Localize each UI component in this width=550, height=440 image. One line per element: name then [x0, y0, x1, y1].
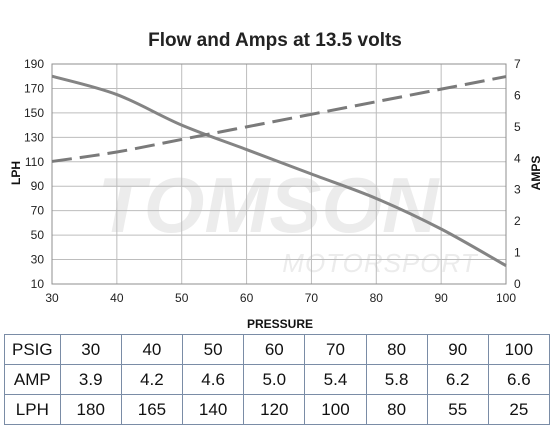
series-layer — [51, 74, 507, 267]
y-left-tick-label: 170 — [24, 81, 44, 95]
table-cell: 6.2 — [426, 364, 489, 395]
y-right-tick-label: 6 — [514, 88, 521, 102]
y-right-tick-label: 2 — [514, 214, 521, 228]
table-cell: 5.0 — [243, 364, 306, 395]
table-cell: 140 — [182, 394, 245, 425]
data-table: PSIG 30 40 50 60 70 80 90 100 AMP 3.9 4.2 4.6 5.0 5.4 5… — [4, 334, 550, 425]
table-cell: 6.6 — [487, 364, 550, 395]
table-cell: 4.2 — [120, 364, 184, 395]
table-cell: 180 — [59, 394, 122, 425]
y-right-tick-label: 7 — [514, 57, 521, 71]
series-line-amp — [51, 75, 507, 163]
table-cell: 100 — [487, 334, 550, 365]
series-line-lph — [51, 74, 507, 267]
y-left-tick-label: 150 — [24, 106, 44, 120]
y-left-tick-label: 50 — [31, 228, 45, 242]
table-cell: 40 — [120, 334, 184, 365]
x-tick-label: 30 — [45, 291, 59, 305]
row-header: AMP — [4, 364, 61, 395]
y-left-tick-label: 90 — [31, 179, 45, 193]
table-row: AMP 3.9 4.2 4.6 5.0 5.4 5.8 6.2 6.6 — [4, 364, 550, 395]
y-right-tick-label: 4 — [514, 151, 521, 165]
table-cell: 120 — [243, 394, 306, 425]
table-cell: 70 — [304, 334, 367, 365]
x-tick-label: 50 — [175, 291, 189, 305]
x-tick-label: 100 — [496, 291, 516, 305]
table-cell: 60 — [243, 334, 306, 365]
table-cell: 5.4 — [304, 364, 367, 395]
y-right-tick-label: 1 — [514, 246, 521, 260]
grid — [51, 63, 507, 285]
y-right-axis-title: AMPS — [529, 156, 543, 191]
table-cell: 5.8 — [365, 364, 428, 395]
x-tick-label: 40 — [110, 291, 124, 305]
table-cell: 4.6 — [182, 364, 245, 395]
watermark-sub: MOTORSPORT — [282, 248, 479, 278]
table-cell: 80 — [365, 394, 428, 425]
table-body: PSIG 30 40 50 60 70 80 90 100 AMP 3.9 4.2 4.6 5.0 5.4 5… — [4, 334, 550, 425]
table-cell: 30 — [59, 334, 122, 365]
y-left-axis-title: LPH — [9, 161, 23, 185]
table-cell: 25 — [487, 394, 550, 425]
watermark-main: TOMSON — [98, 161, 441, 249]
table-cell: 90 — [426, 334, 489, 365]
table-cell: 55 — [426, 394, 489, 425]
table-cell: 50 — [182, 334, 245, 365]
x-tick-label: 90 — [434, 291, 448, 305]
row-header: LPH — [4, 394, 61, 425]
x-axis-title: PRESSURE — [247, 317, 313, 330]
table-cell: 165 — [120, 394, 184, 425]
y-left-tick-label: 130 — [24, 130, 44, 144]
y-left-tick-label: 30 — [31, 253, 45, 267]
x-tick-label: 80 — [370, 291, 384, 305]
x-tick-label: 70 — [305, 291, 319, 305]
table-row: LPH 180 165 140 120 100 80 55 25 — [4, 394, 550, 425]
y-left-tick-label: 110 — [25, 155, 44, 169]
flow-amps-chart: TOMSON MOTORSPORT 1030507090110130150170… — [9, 57, 543, 330]
table-cell: 100 — [304, 394, 367, 425]
y-right-tick-label: 5 — [514, 120, 521, 134]
y-right-tick-label: 0 — [514, 277, 521, 291]
table-cell: 80 — [365, 334, 428, 365]
y-right-tick-label: 3 — [514, 183, 521, 197]
table-cell: 3.9 — [59, 364, 122, 395]
watermark: TOMSON MOTORSPORT — [98, 161, 479, 278]
y-left-tick-label: 10 — [31, 277, 45, 291]
plot-border — [51, 63, 507, 285]
chart-title: Flow and Amps at 13.5 volts — [148, 30, 402, 51]
x-tick-label: 60 — [240, 291, 254, 305]
table-row: PSIG 30 40 50 60 70 80 90 100 — [4, 334, 550, 365]
row-header: PSIG — [4, 334, 61, 365]
y-left-tick-label: 190 — [24, 57, 44, 71]
y-left-tick-label: 70 — [31, 204, 45, 218]
